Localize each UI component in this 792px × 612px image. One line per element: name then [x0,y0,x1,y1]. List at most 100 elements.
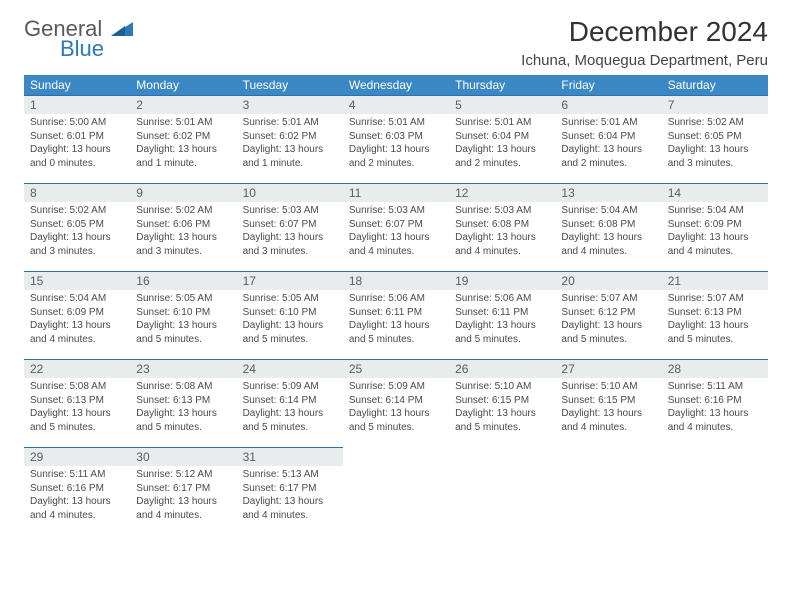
sunset-text: Sunset: 6:17 PM [136,482,230,496]
sunset-text: Sunset: 6:15 PM [455,394,549,408]
day-cell: 30Sunrise: 5:12 AMSunset: 6:17 PMDayligh… [130,447,236,535]
calendar-body: 1Sunrise: 5:00 AMSunset: 6:01 PMDaylight… [24,95,768,535]
daylight-text: Daylight: 13 hours and 5 minutes. [136,407,230,434]
day-details: Sunrise: 5:04 AMSunset: 6:09 PMDaylight:… [24,290,130,350]
day-number: 19 [449,271,555,290]
day-cell: 19Sunrise: 5:06 AMSunset: 6:11 PMDayligh… [449,271,555,359]
weekday-header: Tuesday [237,75,343,95]
sunset-text: Sunset: 6:02 PM [243,130,337,144]
location-subtitle: Ichuna, Moquegua Department, Peru [521,52,768,69]
day-number: 9 [130,183,236,202]
day-cell: 10Sunrise: 5:03 AMSunset: 6:07 PMDayligh… [237,183,343,271]
sunset-text: Sunset: 6:07 PM [243,218,337,232]
weekday-header: Friday [555,75,661,95]
sunset-text: Sunset: 6:10 PM [136,306,230,320]
sunset-text: Sunset: 6:09 PM [668,218,762,232]
day-number: 8 [24,183,130,202]
day-number: 11 [343,183,449,202]
sunset-text: Sunset: 6:06 PM [136,218,230,232]
sunset-text: Sunset: 6:07 PM [349,218,443,232]
sunset-text: Sunset: 6:16 PM [668,394,762,408]
day-cell: 7Sunrise: 5:02 AMSunset: 6:05 PMDaylight… [662,95,768,183]
day-number: 2 [130,95,236,114]
sunset-text: Sunset: 6:02 PM [136,130,230,144]
daylight-text: Daylight: 13 hours and 5 minutes. [136,319,230,346]
day-details: Sunrise: 5:02 AMSunset: 6:05 PMDaylight:… [662,114,768,174]
day-cell: 29Sunrise: 5:11 AMSunset: 6:16 PMDayligh… [24,447,130,535]
sunrise-text: Sunrise: 5:01 AM [455,116,549,130]
day-number: 16 [130,271,236,290]
day-number: 12 [449,183,555,202]
sunset-text: Sunset: 6:17 PM [243,482,337,496]
day-cell: 16Sunrise: 5:05 AMSunset: 6:10 PMDayligh… [130,271,236,359]
day-cell: 4Sunrise: 5:01 AMSunset: 6:03 PMDaylight… [343,95,449,183]
sunset-text: Sunset: 6:10 PM [243,306,337,320]
weekday-header: Saturday [662,75,768,95]
sunrise-text: Sunrise: 5:07 AM [668,292,762,306]
daylight-text: Daylight: 13 hours and 4 minutes. [561,407,655,434]
daylight-text: Daylight: 13 hours and 5 minutes. [349,407,443,434]
sunset-text: Sunset: 6:14 PM [243,394,337,408]
day-number: 13 [555,183,661,202]
daylight-text: Daylight: 13 hours and 1 minute. [243,143,337,170]
sunrise-text: Sunrise: 5:13 AM [243,468,337,482]
sunrise-text: Sunrise: 5:05 AM [243,292,337,306]
day-number: 1 [24,95,130,114]
daylight-text: Daylight: 13 hours and 2 minutes. [455,143,549,170]
calendar-row: 29Sunrise: 5:11 AMSunset: 6:16 PMDayligh… [24,447,768,535]
day-cell: 8Sunrise: 5:02 AMSunset: 6:05 PMDaylight… [24,183,130,271]
weekday-header: Sunday [24,75,130,95]
day-cell: 18Sunrise: 5:06 AMSunset: 6:11 PMDayligh… [343,271,449,359]
day-cell: 21Sunrise: 5:07 AMSunset: 6:13 PMDayligh… [662,271,768,359]
daylight-text: Daylight: 13 hours and 4 minutes. [561,231,655,258]
calendar-table: Sunday Monday Tuesday Wednesday Thursday… [24,75,768,535]
day-cell: 23Sunrise: 5:08 AMSunset: 6:13 PMDayligh… [130,359,236,447]
daylight-text: Daylight: 13 hours and 4 minutes. [30,495,124,522]
day-details: Sunrise: 5:02 AMSunset: 6:05 PMDaylight:… [24,202,130,262]
day-number: 4 [343,95,449,114]
day-details: Sunrise: 5:09 AMSunset: 6:14 PMDaylight:… [343,378,449,438]
sunrise-text: Sunrise: 5:10 AM [561,380,655,394]
daylight-text: Daylight: 13 hours and 5 minutes. [561,319,655,346]
daylight-text: Daylight: 13 hours and 4 minutes. [243,495,337,522]
sunrise-text: Sunrise: 5:02 AM [30,204,124,218]
sunset-text: Sunset: 6:13 PM [668,306,762,320]
day-number: 25 [343,359,449,378]
day-cell: 22Sunrise: 5:08 AMSunset: 6:13 PMDayligh… [24,359,130,447]
daylight-text: Daylight: 13 hours and 5 minutes. [30,407,124,434]
day-details: Sunrise: 5:03 AMSunset: 6:08 PMDaylight:… [449,202,555,262]
sunset-text: Sunset: 6:04 PM [561,130,655,144]
day-details: Sunrise: 5:04 AMSunset: 6:08 PMDaylight:… [555,202,661,262]
day-details: Sunrise: 5:11 AMSunset: 6:16 PMDaylight:… [662,378,768,438]
day-cell: 27Sunrise: 5:10 AMSunset: 6:15 PMDayligh… [555,359,661,447]
sunrise-text: Sunrise: 5:09 AM [243,380,337,394]
sunrise-text: Sunrise: 5:03 AM [349,204,443,218]
daylight-text: Daylight: 13 hours and 2 minutes. [561,143,655,170]
sunset-text: Sunset: 6:13 PM [136,394,230,408]
day-cell-empty: .. [662,447,768,535]
day-number: 31 [237,447,343,466]
daylight-text: Daylight: 13 hours and 0 minutes. [30,143,124,170]
day-cell: 25Sunrise: 5:09 AMSunset: 6:14 PMDayligh… [343,359,449,447]
sunrise-text: Sunrise: 5:10 AM [455,380,549,394]
header: General Blue December 2024 Ichuna, Moque… [24,16,768,69]
day-details: Sunrise: 5:12 AMSunset: 6:17 PMDaylight:… [130,466,236,526]
day-cell: 6Sunrise: 5:01 AMSunset: 6:04 PMDaylight… [555,95,661,183]
day-details: Sunrise: 5:05 AMSunset: 6:10 PMDaylight:… [237,290,343,350]
day-details: Sunrise: 5:11 AMSunset: 6:16 PMDaylight:… [24,466,130,526]
day-details: Sunrise: 5:07 AMSunset: 6:13 PMDaylight:… [662,290,768,350]
sunrise-text: Sunrise: 5:00 AM [30,116,124,130]
day-details: Sunrise: 5:10 AMSunset: 6:15 PMDaylight:… [449,378,555,438]
daylight-text: Daylight: 13 hours and 5 minutes. [668,319,762,346]
daylight-text: Daylight: 13 hours and 3 minutes. [243,231,337,258]
day-cell: 28Sunrise: 5:11 AMSunset: 6:16 PMDayligh… [662,359,768,447]
day-number: 30 [130,447,236,466]
day-number: 21 [662,271,768,290]
daylight-text: Daylight: 13 hours and 4 minutes. [668,407,762,434]
sunrise-text: Sunrise: 5:11 AM [30,468,124,482]
day-details: Sunrise: 5:01 AMSunset: 6:03 PMDaylight:… [343,114,449,174]
weekday-header-row: Sunday Monday Tuesday Wednesday Thursday… [24,75,768,95]
sunset-text: Sunset: 6:05 PM [668,130,762,144]
day-number: 18 [343,271,449,290]
day-number: 5 [449,95,555,114]
